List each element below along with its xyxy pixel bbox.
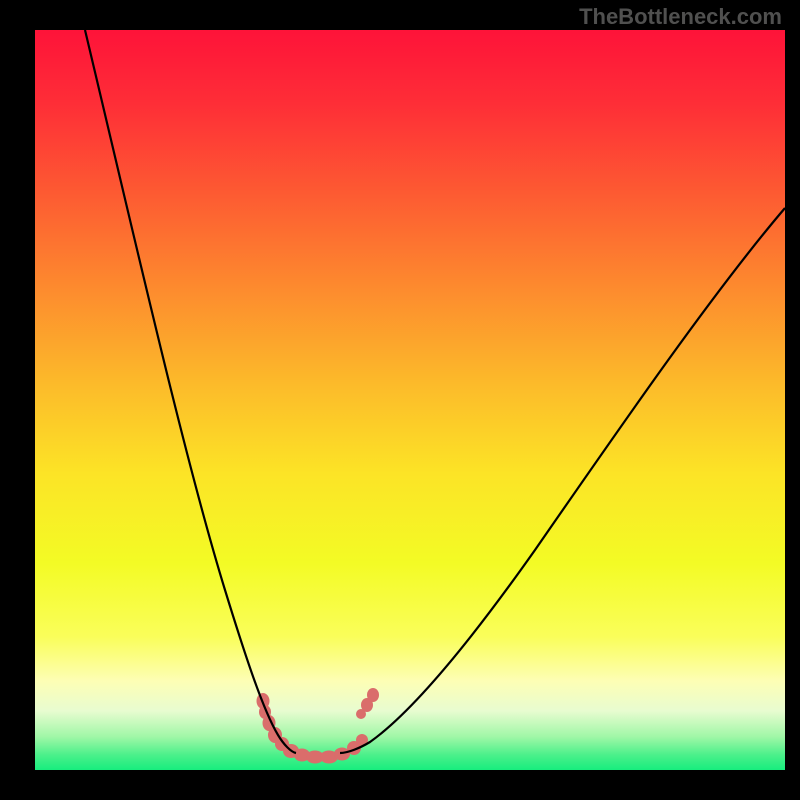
plot-area bbox=[35, 30, 785, 770]
watermark-text: TheBottleneck.com bbox=[579, 4, 782, 30]
curves-overlay bbox=[35, 30, 785, 770]
right-curve bbox=[340, 208, 785, 753]
marker-dot bbox=[367, 688, 379, 702]
marker-group bbox=[257, 688, 380, 764]
left-curve bbox=[85, 30, 296, 753]
